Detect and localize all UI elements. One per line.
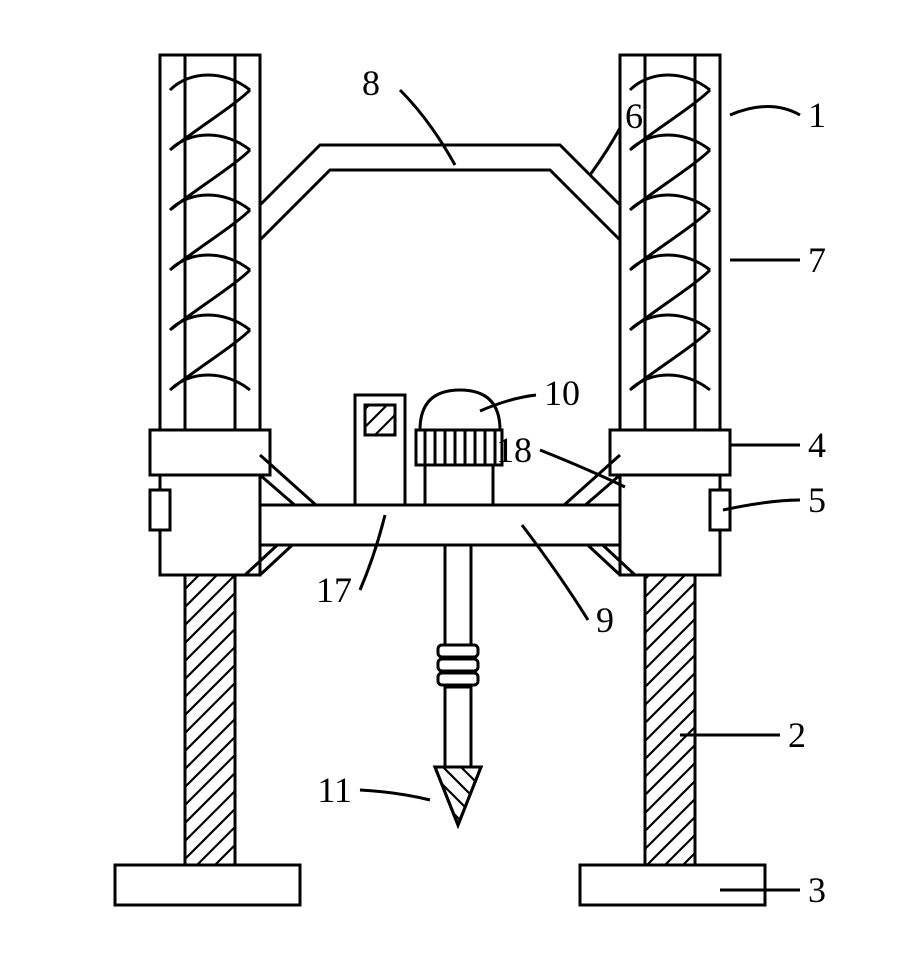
label-18: 18 — [496, 430, 532, 470]
leader-6 — [590, 128, 620, 175]
label-6: 6 — [625, 96, 643, 136]
label-10: 10 — [544, 373, 580, 413]
label-17: 17 — [316, 570, 352, 610]
upper-frame — [260, 145, 620, 240]
label-4: 4 — [808, 425, 826, 465]
label-5: 5 — [808, 480, 826, 520]
control-box — [355, 395, 405, 505]
leader-11 — [360, 790, 430, 800]
label-1: 1 — [808, 95, 826, 135]
left-column — [115, 55, 300, 905]
leader-8 — [400, 90, 455, 165]
label-3: 3 — [808, 870, 826, 910]
label-11: 11 — [317, 770, 352, 810]
leader-1 — [730, 107, 800, 116]
leader-5 — [723, 500, 800, 510]
label-9: 9 — [596, 600, 614, 640]
label-8: 8 — [362, 63, 380, 103]
label-2: 2 — [788, 715, 806, 755]
drill — [435, 545, 481, 825]
label-7: 7 — [808, 240, 826, 280]
